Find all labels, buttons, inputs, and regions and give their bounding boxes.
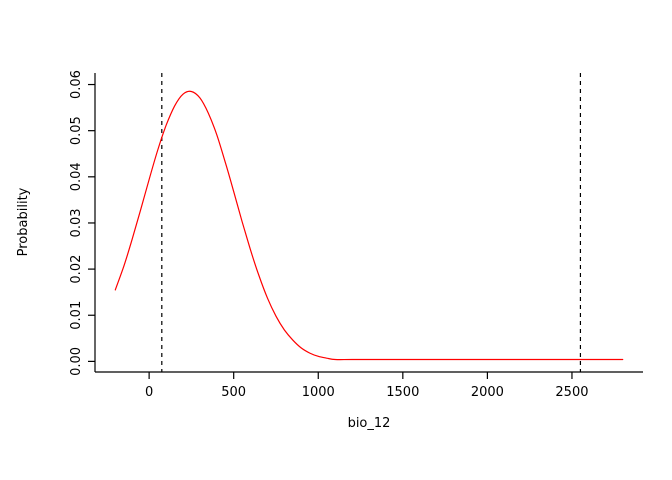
x-tick-label: 1000	[302, 385, 335, 400]
y-tick-label: 0.06	[69, 70, 84, 99]
x-tick-label: 500	[221, 385, 246, 400]
y-tick-label: 0.03	[69, 208, 84, 237]
y-tick-label: 0.01	[69, 301, 84, 330]
x-tick-label: 2500	[555, 385, 588, 400]
x-axis-title: bio_12	[348, 416, 391, 431]
y-tick-label: 0.04	[69, 162, 84, 191]
x-tick-label: 1500	[386, 385, 419, 400]
y-axis-title: Probability	[16, 187, 31, 256]
chart-layers: 0 500 1000 1500 2000 2500 0.00 0.01 0.02 0.03 0.04…	[69, 70, 643, 400]
y-tick-label: 0.02	[69, 255, 84, 284]
series-response-curve	[114, 90, 624, 361]
x-tick-label: 0	[145, 385, 153, 400]
y-tick-label: 0.00	[69, 347, 84, 376]
y-tick-label: 0.05	[69, 116, 84, 145]
x-tick-label: 2000	[471, 385, 504, 400]
